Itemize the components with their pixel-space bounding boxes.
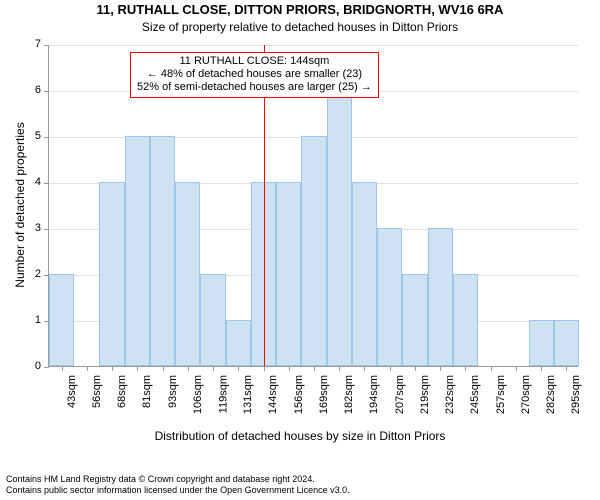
bar [99, 182, 124, 366]
ytick-mark [44, 229, 49, 230]
ytick-label: 4 [26, 176, 41, 188]
chart-container: 11, RUTHALL CLOSE, DITTON PRIORS, BRIDGN… [0, 0, 600, 500]
xtick-label: 169sqm [318, 375, 330, 414]
xtick-label: 131sqm [242, 375, 254, 414]
xtick-mark [188, 366, 189, 371]
xtick-mark [213, 366, 214, 371]
xtick-mark [390, 366, 391, 371]
xtick-label: 68sqm [116, 375, 128, 408]
annotation-line: ← 48% of detached houses are smaller (23… [137, 68, 372, 81]
annotation-box: 11 RUTHALL CLOSE: 144sqm← 48% of detache… [130, 52, 379, 98]
xtick-label: 270sqm [520, 375, 532, 414]
xtick-mark [566, 366, 567, 371]
bar [49, 274, 74, 366]
ytick-mark [44, 137, 49, 138]
bar [200, 274, 225, 366]
bar [428, 228, 453, 366]
bar [276, 182, 301, 366]
chart-title: 11, RUTHALL CLOSE, DITTON PRIORS, BRIDGN… [0, 2, 600, 17]
bar [352, 182, 377, 366]
bar [226, 320, 251, 366]
xtick-label: 93sqm [167, 375, 179, 408]
gridline [49, 45, 578, 46]
xtick-label: 194sqm [368, 375, 380, 414]
ytick-mark [44, 45, 49, 46]
bar [453, 274, 478, 366]
chart-subtitle: Size of property relative to detached ho… [0, 20, 600, 34]
annotation-line: 11 RUTHALL CLOSE: 144sqm [137, 55, 372, 68]
xtick-mark [137, 366, 138, 371]
bar [402, 274, 427, 366]
ytick-label: 3 [26, 222, 41, 234]
xtick-mark [465, 366, 466, 371]
footer-line-1: Contains HM Land Registry data © Crown c… [6, 474, 350, 485]
bar [377, 228, 402, 366]
x-axis-label: Distribution of detached houses by size … [0, 429, 600, 443]
xtick-label: 219sqm [419, 375, 431, 414]
ytick-label: 1 [26, 314, 41, 326]
ytick-label: 5 [26, 130, 41, 142]
xtick-mark [440, 366, 441, 371]
bar [301, 136, 326, 366]
xtick-label: 106sqm [192, 375, 204, 414]
ytick-label: 6 [26, 84, 41, 96]
bar [175, 182, 200, 366]
xtick-mark [238, 366, 239, 371]
xtick-label: 156sqm [293, 375, 305, 414]
xtick-label: 144sqm [268, 375, 280, 414]
annotation-line: 52% of semi-detached houses are larger (… [137, 81, 372, 94]
footer-text: Contains HM Land Registry data © Crown c… [6, 474, 350, 496]
bar [554, 320, 579, 366]
xtick-label: 182sqm [343, 375, 355, 414]
xtick-mark [289, 366, 290, 371]
xtick-mark [87, 366, 88, 371]
bar [327, 90, 352, 366]
bar [125, 136, 150, 366]
xtick-label: 295sqm [570, 375, 582, 414]
y-axis-label: Number of detached properties [13, 44, 27, 366]
xtick-label: 56sqm [91, 375, 103, 408]
ytick-label: 0 [26, 360, 41, 372]
bar [150, 136, 175, 366]
xtick-mark [541, 366, 542, 371]
xtick-mark [264, 366, 265, 371]
ytick-label: 7 [26, 38, 41, 50]
xtick-mark [314, 366, 315, 371]
xtick-label: 282sqm [545, 375, 557, 414]
xtick-label: 43sqm [66, 375, 78, 408]
xtick-mark [163, 366, 164, 371]
xtick-mark [339, 366, 340, 371]
ytick-mark [44, 91, 49, 92]
xtick-mark [112, 366, 113, 371]
xtick-label: 207sqm [394, 375, 406, 414]
xtick-label: 232sqm [444, 375, 456, 414]
xtick-mark [491, 366, 492, 371]
xtick-mark [62, 366, 63, 371]
footer-line-2: Contains public sector information licen… [6, 485, 350, 496]
xtick-label: 119sqm [217, 375, 229, 413]
xtick-label: 245sqm [469, 375, 481, 414]
xtick-mark [415, 366, 416, 371]
ytick-mark [44, 367, 49, 368]
xtick-label: 257sqm [495, 375, 507, 414]
xtick-mark [364, 366, 365, 371]
xtick-label: 81sqm [141, 375, 153, 408]
ytick-label: 2 [26, 268, 41, 280]
ytick-mark [44, 183, 49, 184]
xtick-mark [516, 366, 517, 371]
bar [529, 320, 554, 366]
